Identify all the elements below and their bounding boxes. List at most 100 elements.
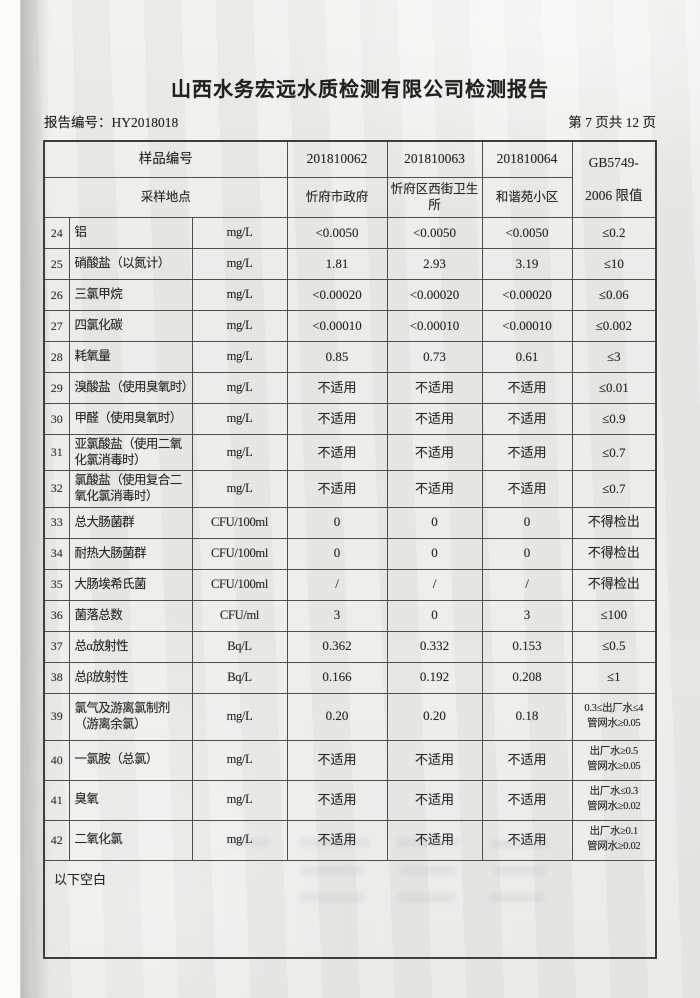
- table-row: 38 总β放射性 Bq/L 0.166 0.192 0.208 ≤1: [43, 661, 657, 694]
- table-row: 35 大肠埃希氏菌 CFU/100ml / / / 不得检出: [43, 568, 657, 601]
- parameter-name: 铝: [68, 217, 193, 249]
- unit: mg/L: [191, 739, 288, 781]
- value-sample-3: 0: [481, 537, 573, 570]
- value-sample-3: 0.208: [481, 661, 573, 694]
- limit-value: 不得检出: [571, 506, 657, 539]
- row-number: 42: [43, 819, 70, 861]
- row-number: 26: [43, 279, 70, 311]
- value-sample-3: 不适用: [481, 433, 573, 472]
- table-row: 36 菌落总数 CFU/ml 3 0 3 ≤100: [43, 599, 657, 632]
- value-sample-2: <0.0050: [386, 217, 483, 249]
- table-row: 41 臭氧 mg/L 不适用 不适用 不适用 出厂水≤0.3 管网水≥0.02: [43, 779, 657, 821]
- table-row: 33 总大肠菌群 CFU/100ml 0 0 0 不得检出: [43, 506, 657, 539]
- blank-section-row: 以下空白: [43, 859, 657, 958]
- sample-id-2: 201810063: [386, 140, 483, 178]
- value-sample-1: 0.85: [286, 341, 388, 373]
- table-row: 30 甲醛（使用臭氧时） mg/L 不适用 不适用 不适用 ≤0.9: [43, 403, 657, 435]
- limit-value: 不得检出: [571, 568, 657, 601]
- value-sample-1: <0.0050: [286, 217, 388, 249]
- page-indicator: 第 7 页共 12 页: [568, 115, 656, 130]
- parameter-name: 硝酸盐（以氮计）: [68, 248, 193, 280]
- value-sample-1: <0.00010: [286, 310, 388, 342]
- site-2: 忻府区西街卫生所: [386, 177, 483, 218]
- row-number: 25: [43, 248, 70, 280]
- value-sample-2: 0.332: [386, 630, 483, 663]
- row-number: 36: [43, 599, 70, 632]
- table-row: 39 氯气及游离氯制剂 （游离余氯） mg/L 0.20 0.20 0.18 0…: [43, 692, 657, 741]
- value-sample-2: /: [386, 568, 483, 601]
- value-sample-3: 3: [481, 599, 573, 632]
- unit: CFU/ml: [191, 599, 288, 632]
- unit: Bq/L: [191, 661, 288, 694]
- value-sample-1: 不适用: [286, 403, 388, 435]
- value-sample-3: 0.18: [481, 692, 573, 741]
- parameter-name: 菌落总数: [68, 599, 193, 632]
- value-sample-2: 不适用: [386, 403, 483, 435]
- sample-id-1: 201810062: [286, 140, 388, 178]
- limit-header-line2: 2006 限值: [585, 187, 643, 203]
- value-sample-3: 不适用: [481, 470, 573, 508]
- value-sample-1: 不适用: [286, 433, 388, 472]
- row-number: 39: [43, 692, 70, 741]
- parameter-name: 二氧化氯: [68, 819, 193, 861]
- scanner-edge-strip: [0, 0, 21, 998]
- table-row: 40 一氯胺（总氯） mg/L 不适用 不适用 不适用 出厂水≥0.5 管网水≥…: [43, 739, 657, 781]
- value-sample-1: 0.362: [286, 630, 388, 663]
- parameter-name: 氯酸盐（使用复合二氧化氯消毒时）: [68, 470, 193, 508]
- value-sample-3: /: [481, 568, 573, 601]
- value-sample-2: 0.20: [386, 692, 483, 741]
- value-sample-2: 不适用: [386, 739, 483, 781]
- parameter-name: 耗氧量: [68, 341, 193, 373]
- limit-value: ≤0.01: [571, 372, 657, 404]
- table-row: 29 溴酸盐（使用臭氧时） mg/L 不适用 不适用 不适用 ≤0.01: [43, 372, 657, 404]
- row-number: 38: [43, 661, 70, 694]
- value-sample-3: 不适用: [481, 739, 573, 781]
- row-number: 33: [43, 506, 70, 539]
- limit-value: ≤0.002: [571, 310, 657, 342]
- report-meta: 报告编号：HY2018018 第 7 页共 12 页: [44, 111, 656, 131]
- header-row-site: 采样地点 忻府市政府 忻府区西街卫生所 和谐苑小区: [43, 177, 656, 218]
- unit: mg/L: [191, 433, 288, 472]
- value-sample-3: <0.00020: [481, 279, 573, 311]
- limit-value: ≤0.7: [571, 433, 657, 472]
- value-sample-3: 不适用: [481, 819, 573, 861]
- unit: CFU/100ml: [191, 568, 288, 601]
- unit: mg/L: [191, 779, 288, 821]
- value-sample-1: /: [286, 568, 388, 601]
- value-sample-1: <0.00020: [286, 279, 388, 311]
- table-row: 37 总α放射性 Bq/L 0.362 0.332 0.153 ≤0.5: [43, 630, 657, 663]
- row-number: 30: [43, 403, 70, 435]
- value-sample-2: 0: [386, 599, 483, 632]
- value-sample-2: 0: [386, 506, 483, 539]
- value-sample-2: 0.192: [386, 661, 483, 694]
- value-sample-2: 0.73: [386, 341, 483, 373]
- parameter-name: 总α放射性: [68, 630, 193, 663]
- limit-value: ≤0.9: [571, 403, 657, 435]
- value-sample-1: 不适用: [286, 372, 388, 404]
- value-sample-2: <0.00020: [386, 279, 483, 311]
- value-sample-3: 0: [481, 506, 573, 539]
- row-number: 40: [43, 739, 70, 781]
- site-header-label: 采样地点: [43, 177, 288, 218]
- parameter-name: 溴酸盐（使用臭氧时）: [68, 372, 193, 404]
- limit-value: 0.3≤出厂水≤4 管网水≥0.05: [571, 692, 657, 741]
- parameter-name: 四氯化碳: [68, 310, 193, 342]
- row-number: 32: [43, 470, 70, 508]
- value-sample-1: 0.166: [286, 661, 388, 694]
- value-sample-3: 0.153: [481, 630, 573, 663]
- limit-value: ≤1: [571, 661, 657, 694]
- limit-value: 出厂水≥0.5 管网水≥0.05: [571, 739, 657, 781]
- limit-value: ≤0.5: [571, 630, 657, 663]
- table-row: 26 三氯甲烷 mg/L <0.00020 <0.00020 <0.00020 …: [43, 279, 657, 311]
- below-blank-note: 以下空白: [43, 859, 657, 958]
- value-sample-2: 不适用: [386, 470, 483, 508]
- sample-id-3: 201810064: [481, 140, 573, 178]
- parameter-name: 臭氧: [68, 779, 193, 821]
- table-row: 28 耗氧量 mg/L 0.85 0.73 0.61 ≤3: [43, 341, 657, 373]
- table-row: 24 铝 mg/L <0.0050 <0.0050 <0.0050 ≤0.2: [43, 217, 657, 249]
- table-row: 27 四氯化碳 mg/L <0.00010 <0.00010 <0.00010 …: [43, 310, 657, 342]
- row-number: 41: [43, 779, 70, 821]
- unit: mg/L: [191, 819, 288, 861]
- limit-value: 出厂水≥0.1 管网水≥0.02: [571, 819, 657, 861]
